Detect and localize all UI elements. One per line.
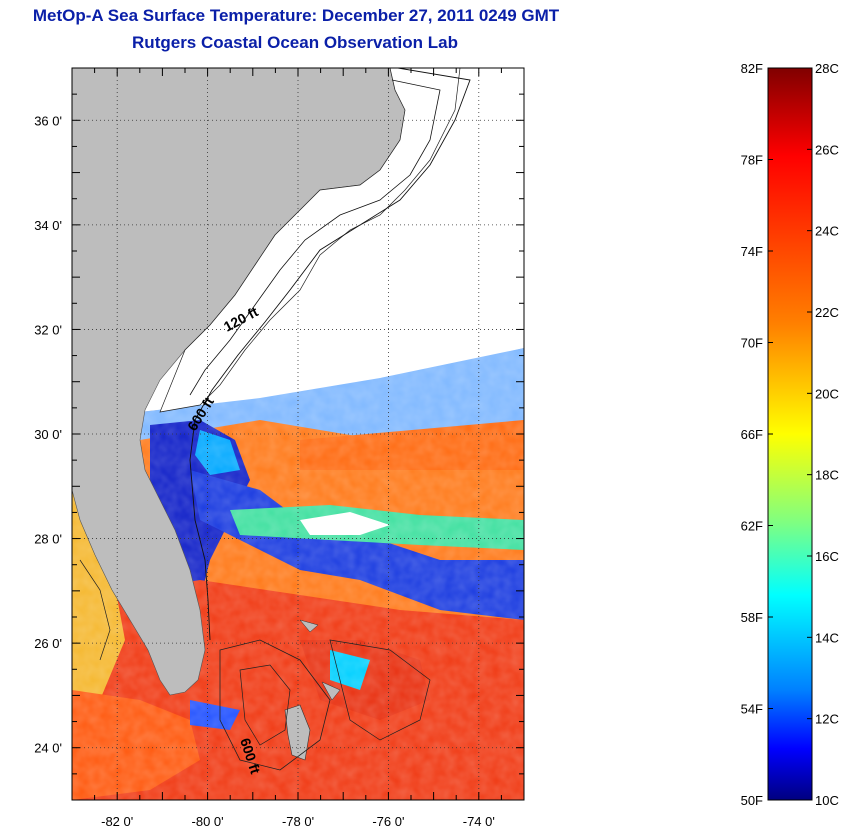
lat-tick-label: 30 0' — [34, 427, 62, 442]
colorbar-label-f: 62F — [741, 519, 763, 534]
colorbar-label-c: 28C — [815, 61, 839, 76]
colorbar-label-f: 82F — [741, 61, 763, 76]
sst-field — [72, 68, 524, 800]
colorbar-label-c: 20C — [815, 386, 839, 401]
lat-tick-label: 36 0' — [34, 113, 62, 128]
colorbar-label-c: 24C — [815, 224, 839, 239]
colorbar — [767, 67, 813, 801]
map-subtitle: Rutgers Coastal Ocean Observation Lab — [132, 33, 458, 52]
axis-ticks: -82 0' -80 0' -78 0' -76 0' -74 0' 36 0' 34 0'… — [34, 67, 525, 829]
contour-120ft — [189, 79, 441, 396]
colorbar-label-f: 74F — [741, 244, 763, 259]
colorbar-label-f: 50F — [741, 793, 763, 808]
lon-tick-label: -80 0' — [192, 814, 224, 829]
lon-tick-label: -76 0' — [372, 814, 404, 829]
colorbar-label-f: 78F — [741, 153, 763, 168]
lat-tick-label: 26 0' — [34, 636, 62, 651]
lat-tick-label: 32 0' — [34, 322, 62, 337]
lat-tick-label: 24 0' — [34, 741, 62, 756]
colorbar-label-c: 12C — [815, 712, 839, 727]
map-title: MetOp-A Sea Surface Temperature: Decembe… — [32, 6, 560, 25]
colorbar-label-c: 26C — [815, 142, 839, 157]
lon-tick-label: -82 0' — [101, 814, 133, 829]
lat-tick-label: 28 0' — [34, 532, 62, 547]
colorbar-label-c: 10C — [815, 793, 839, 808]
colorbar-labels: 82F 78F 74F 70F 66F 62F 58F 54F 50F 28C 26C 24C 22C 2… — [741, 61, 839, 808]
colorbar-label-c: 18C — [815, 468, 839, 483]
island-andros — [284, 704, 311, 761]
lon-tick-label: -78 0' — [282, 814, 314, 829]
colorbar-label-f: 66F — [741, 427, 763, 442]
lat-tick-label: 34 0' — [34, 218, 62, 233]
colorbar-label-c: 14C — [815, 630, 839, 645]
graticule — [72, 68, 524, 800]
lon-tick-label: -74 0' — [463, 814, 495, 829]
colorbar-label-f: 70F — [741, 336, 763, 351]
colorbar-label-f: 58F — [741, 610, 763, 625]
colorbar-label-c: 16C — [815, 549, 839, 564]
contour-600ft — [189, 68, 471, 641]
colorbar-label-f: 54F — [741, 702, 763, 717]
colorbar-label-c: 22C — [815, 305, 839, 320]
